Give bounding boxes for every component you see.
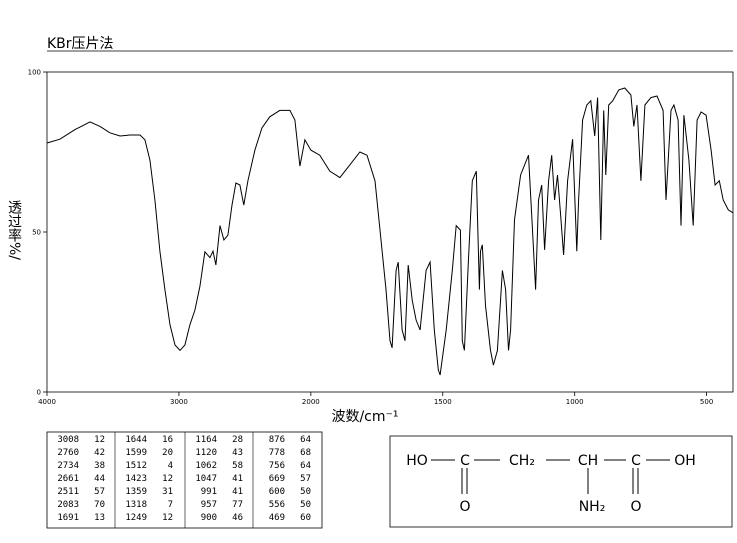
peak-transmittance: 57 — [94, 487, 105, 497]
y-tick-label: 50 — [32, 229, 41, 237]
atom: HO — [406, 453, 428, 469]
peak-wavenumber: 1512 — [125, 461, 147, 471]
peak-transmittance: 44 — [94, 474, 105, 484]
peak-transmittance: 64 — [300, 435, 311, 445]
peak-transmittance: 43 — [232, 448, 243, 458]
peak-wavenumber: 1691 — [57, 513, 79, 523]
plot-frame — [46, 71, 734, 393]
peak-transmittance: 38 — [94, 461, 105, 471]
atom: NH₂ — [579, 499, 606, 515]
peak-transmittance: 16 — [162, 435, 173, 445]
peak-transmittance: 46 — [232, 513, 243, 523]
peak-wavenumber: 469 — [269, 513, 285, 523]
atom: C — [460, 453, 470, 469]
peak-transmittance: 41 — [232, 487, 243, 497]
peak-transmittance: 68 — [300, 448, 311, 458]
structure-frame — [389, 435, 733, 528]
x-tick-label: 1000 — [566, 398, 584, 406]
peak-wavenumber: 957 — [201, 500, 217, 510]
peak-transmittance: 12 — [162, 474, 173, 484]
peak-transmittance: 12 — [162, 513, 173, 523]
peak-transmittance: 13 — [94, 513, 105, 523]
peak-wavenumber: 900 — [201, 513, 217, 523]
peak-wavenumber: 1047 — [195, 474, 217, 484]
peak-transmittance: 42 — [94, 448, 105, 458]
peak-wavenumber: 1599 — [125, 448, 147, 458]
peak-transmittance: 70 — [94, 500, 105, 510]
peak-transmittance: 28 — [232, 435, 243, 445]
spectrum-line — [46, 87, 734, 376]
x-tick-label: 500 — [700, 398, 713, 406]
peak-wavenumber: 669 — [269, 474, 285, 484]
peak-wavenumber: 1164 — [195, 435, 217, 445]
peak-wavenumber: 3008 — [57, 435, 79, 445]
peak-wavenumber: 2083 — [57, 500, 79, 510]
peak-transmittance: 50 — [300, 500, 311, 510]
x-axis-label: 波数/cm⁻¹ — [331, 409, 398, 425]
x-tick-label: 1500 — [434, 398, 452, 406]
peak-transmittance: 77 — [232, 500, 243, 510]
peak-transmittance: 50 — [300, 487, 311, 497]
peak-wavenumber: 2661 — [57, 474, 79, 484]
peak-transmittance: 4 — [168, 461, 173, 471]
y-tick-label: 0 — [37, 389, 41, 397]
peak-transmittance: 20 — [162, 448, 173, 458]
atom: O — [630, 499, 641, 515]
x-tick-label: 2000 — [302, 398, 320, 406]
peak-wavenumber: 1359 — [125, 487, 147, 497]
peak-wavenumber: 1644 — [125, 435, 147, 445]
atom: C — [631, 453, 641, 469]
peak-transmittance: 12 — [94, 435, 105, 445]
peak-wavenumber: 2760 — [57, 448, 79, 458]
chart-title: KBr压片法 — [47, 36, 114, 52]
peak-transmittance: 31 — [162, 487, 173, 497]
peak-wavenumber: 1318 — [125, 500, 147, 510]
peak-wavenumber: 2734 — [57, 461, 79, 471]
peak-wavenumber: 2511 — [57, 487, 79, 497]
peak-wavenumber: 1423 — [125, 474, 147, 484]
peak-wavenumber: 778 — [269, 448, 285, 458]
y-axis-label: 透过率%/ — [6, 200, 22, 260]
y-tick-label: 100 — [28, 69, 41, 77]
peak-wavenumber: 1249 — [125, 513, 147, 523]
x-tick-label: 4000 — [38, 398, 56, 406]
peak-wavenumber: 1062 — [195, 461, 217, 471]
atom: OH — [674, 453, 696, 469]
peak-wavenumber: 600 — [269, 487, 285, 497]
atom: O — [459, 499, 470, 515]
peak-wavenumber: 876 — [269, 435, 285, 445]
peak-transmittance: 41 — [232, 474, 243, 484]
peak-transmittance: 58 — [232, 461, 243, 471]
peak-transmittance: 60 — [300, 513, 311, 523]
atom: CH₂ — [509, 453, 535, 469]
atom: CH — [578, 453, 598, 469]
peak-wavenumber: 756 — [269, 461, 285, 471]
peak-table-frame — [46, 431, 323, 529]
x-tick-label: 3000 — [170, 398, 188, 406]
structure-atoms: HO C CH₂ CH C OH O NH₂ O — [406, 453, 696, 515]
peak-wavenumber: 991 — [201, 487, 217, 497]
peak-wavenumber: 556 — [269, 500, 285, 510]
peak-wavenumber: 1120 — [195, 448, 217, 458]
bonds — [431, 459, 670, 494]
peak-transmittance: 57 — [300, 474, 311, 484]
peak-transmittance: 7 — [168, 500, 173, 510]
peak-transmittance: 64 — [300, 461, 311, 471]
